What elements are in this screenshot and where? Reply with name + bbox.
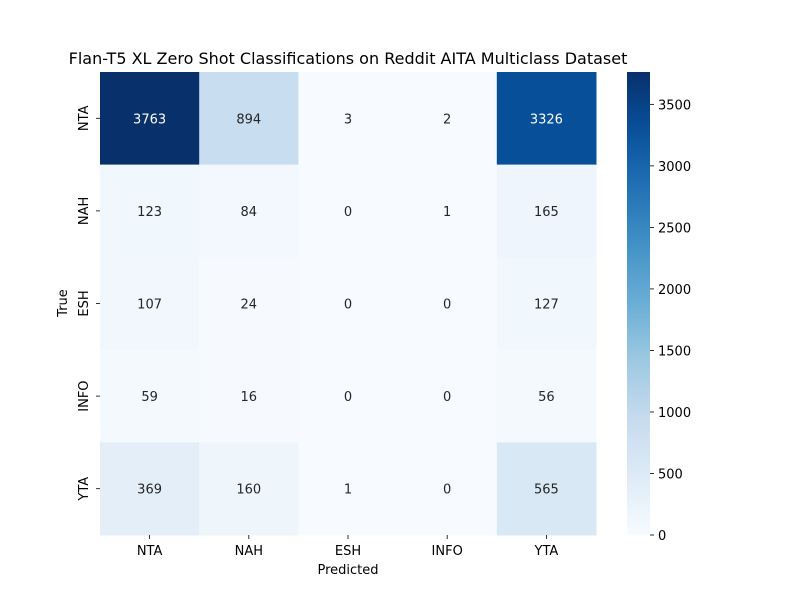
cell-value-label: 24 [241, 298, 258, 313]
cell-value-label: 165 [534, 205, 559, 220]
x-tick-labels: NTA NAH ESH INFO YTA [137, 535, 559, 559]
heatmap-cell [397, 349, 498, 443]
heatmap-cell [199, 349, 299, 443]
heatmap-cell [298, 349, 399, 443]
heatmap-cell [100, 349, 200, 443]
heatmap-cell [199, 442, 299, 536]
cell-value-label: 3 [344, 112, 352, 127]
x-tick-label: INFO [432, 544, 463, 559]
cell-value-label: 123 [137, 205, 162, 220]
colorbar [627, 72, 650, 535]
y-axis-label: True [56, 289, 71, 318]
cell-value-label: 56 [538, 390, 555, 405]
colorbar-tick-label: 1000 [658, 406, 691, 421]
heatmap-cell [298, 257, 399, 351]
cell-value-label: 0 [443, 298, 451, 313]
cell-value-label: 3763 [133, 112, 166, 127]
y-tick-label: NAH [77, 197, 92, 225]
heatmap-cell [496, 257, 597, 351]
heatmap-cell [100, 164, 200, 258]
heatmap-cells [100, 72, 597, 536]
colorbar-tick-label: 2000 [658, 283, 691, 298]
cell-value-label: 0 [443, 483, 451, 498]
x-tick-label: ESH [335, 544, 361, 559]
cell-value-label: 3326 [530, 112, 563, 127]
heatmap-cell [199, 164, 299, 258]
cell-value-label: 1 [344, 483, 352, 498]
heatmap-cell [298, 442, 399, 536]
cell-value-label: 84 [241, 205, 258, 220]
y-tick-label: YTA [77, 477, 92, 502]
heatmap-cell [397, 164, 498, 258]
cell-value-label: 0 [443, 390, 451, 405]
x-tick-label: NTA [137, 544, 163, 559]
y-tick-label: INFO [77, 380, 92, 411]
cell-value-label: 0 [344, 205, 352, 220]
y-tick-labels: NTA NAH ESH INFO YTA [77, 105, 100, 502]
cell-value-label: 894 [236, 112, 261, 127]
cell-value-label: 0 [344, 298, 352, 313]
cell-value-label: 1 [443, 205, 451, 220]
colorbar-tick-label: 3000 [658, 160, 691, 175]
colorbar-tick-label: 3500 [658, 98, 691, 113]
heatmap-cell [496, 349, 597, 443]
cell-value-label: 16 [241, 390, 258, 405]
y-tick-label: ESH [77, 290, 92, 316]
cell-value-label: 127 [534, 298, 559, 313]
cell-value-label: 369 [137, 483, 162, 498]
cell-value-label: 0 [344, 390, 352, 405]
heatmap-cell [397, 442, 498, 536]
x-tick-label: NAH [235, 544, 263, 559]
x-axis-label: Predicted [317, 563, 378, 578]
heatmap-cell [496, 442, 597, 536]
cell-value-label: 59 [141, 390, 158, 405]
colorbar-tick-label: 1500 [658, 344, 691, 359]
heatmap-cell [397, 257, 498, 351]
colorbar-tick-label: 500 [658, 467, 683, 482]
heatmap-cell [100, 257, 200, 351]
colorbar-tick-label: 0 [658, 529, 666, 544]
chart-title: Flan-T5 XL Zero Shot Classifications on … [69, 49, 628, 68]
cell-value-label: 2 [443, 112, 451, 127]
heatmap-cell [100, 442, 200, 536]
colorbar-tick-label: 2500 [658, 221, 691, 236]
heatmap-cell [298, 164, 399, 258]
heatmap-cell [496, 164, 597, 258]
heatmap-cell [199, 257, 299, 351]
heatmap-cell [100, 72, 200, 166]
x-tick-label: YTA [534, 544, 559, 559]
cell-value-label: 107 [137, 298, 162, 313]
cell-value-label: 160 [236, 483, 261, 498]
colorbar-ticks: 0 500 1000 1500 2000 2500 3000 3500 [650, 98, 691, 544]
heatmap-cell [298, 72, 399, 166]
cell-value-label: 565 [534, 483, 559, 498]
heatmap-cell [199, 72, 299, 166]
heatmap-cell [496, 72, 597, 166]
heatmap-cell [397, 72, 498, 166]
y-tick-label: NTA [77, 105, 92, 131]
